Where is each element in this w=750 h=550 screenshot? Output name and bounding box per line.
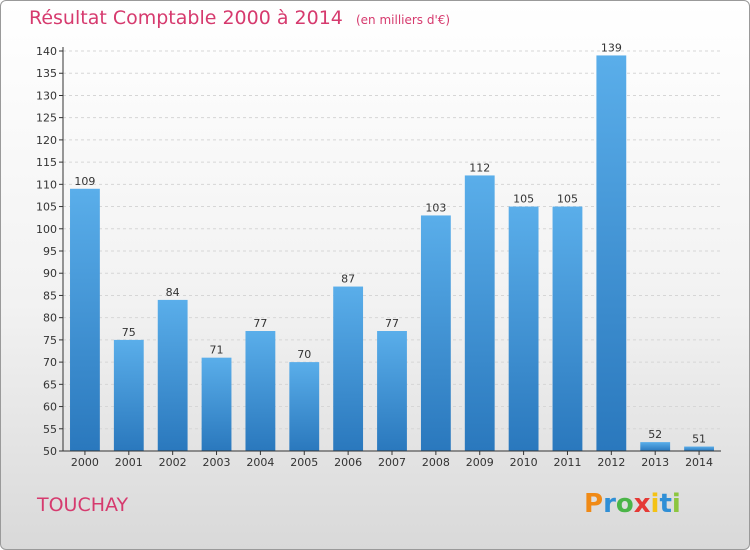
bar bbox=[464, 175, 495, 451]
bar bbox=[70, 188, 100, 451]
bar-value-label: 109 bbox=[74, 175, 95, 188]
chart-subtitle: (en milliers d'€) bbox=[355, 13, 451, 27]
bar bbox=[640, 442, 671, 451]
y-tick-label: 60 bbox=[43, 401, 57, 414]
bar bbox=[245, 331, 276, 451]
bar bbox=[420, 215, 451, 451]
x-tick-label: 2009 bbox=[466, 456, 494, 469]
y-tick-label: 120 bbox=[36, 134, 57, 147]
y-tick-label: 110 bbox=[36, 178, 57, 191]
proxiti-logo: Proxiti bbox=[584, 489, 681, 519]
x-tick-label: 2000 bbox=[71, 456, 99, 469]
x-tick-label: 2001 bbox=[115, 456, 143, 469]
bar bbox=[113, 339, 144, 451]
y-tick-label: 135 bbox=[36, 67, 57, 80]
x-tick-label: 2007 bbox=[378, 456, 406, 469]
x-tick-label: 2012 bbox=[597, 456, 625, 469]
y-tick-label: 55 bbox=[43, 423, 57, 436]
y-tick-label: 85 bbox=[43, 289, 57, 302]
x-tick-label: 2003 bbox=[203, 456, 231, 469]
bar-value-label: 112 bbox=[469, 161, 490, 174]
y-tick-label: 65 bbox=[43, 378, 57, 391]
x-tick-label: 2010 bbox=[510, 456, 538, 469]
x-tick-label: 2008 bbox=[422, 456, 450, 469]
bar-value-label: 105 bbox=[513, 193, 534, 206]
bar bbox=[684, 446, 714, 451]
bar-value-label: 84 bbox=[166, 286, 180, 299]
bar bbox=[333, 286, 364, 451]
bar-value-label: 51 bbox=[692, 433, 706, 446]
bar-value-label: 70 bbox=[297, 348, 311, 361]
title-block: Résultat Comptable 2000 à 2014 (en milli… bbox=[29, 7, 450, 29]
y-tick-label: 70 bbox=[43, 356, 57, 369]
y-tick-label: 95 bbox=[43, 245, 57, 258]
y-tick-label: 125 bbox=[36, 112, 57, 125]
x-tick-label: 2006 bbox=[334, 456, 362, 469]
bar bbox=[596, 55, 627, 451]
y-tick-label: 100 bbox=[36, 223, 57, 236]
bar bbox=[552, 206, 583, 451]
y-tick-label: 105 bbox=[36, 201, 57, 214]
bar bbox=[508, 206, 539, 451]
chart-title: Résultat Comptable 2000 à 2014 bbox=[29, 7, 343, 29]
bar-value-label: 71 bbox=[210, 344, 224, 357]
x-tick-label: 2004 bbox=[246, 456, 274, 469]
y-tick-label: 140 bbox=[36, 45, 57, 58]
bar-value-label: 105 bbox=[557, 193, 578, 206]
x-tick-label: 2005 bbox=[290, 456, 318, 469]
bar-value-label: 77 bbox=[253, 317, 267, 330]
bar-value-label: 75 bbox=[122, 326, 136, 339]
y-tick-label: 115 bbox=[36, 156, 57, 169]
y-tick-label: 75 bbox=[43, 334, 57, 347]
y-tick-label: 90 bbox=[43, 267, 57, 280]
y-tick-label: 130 bbox=[36, 89, 57, 102]
x-tick-label: 2002 bbox=[159, 456, 187, 469]
bar bbox=[289, 362, 320, 451]
bar-value-label: 139 bbox=[601, 41, 622, 54]
bar bbox=[201, 357, 232, 451]
commune-name: TOUCHAY bbox=[37, 494, 129, 516]
x-tick-label: 2011 bbox=[553, 456, 581, 469]
x-tick-label: 2014 bbox=[685, 456, 713, 469]
y-tick-label: 50 bbox=[43, 445, 57, 458]
bar-value-label: 52 bbox=[648, 428, 662, 441]
bar-value-label: 87 bbox=[341, 273, 355, 286]
bar-value-label: 103 bbox=[425, 201, 446, 214]
bar-value-label: 77 bbox=[385, 317, 399, 330]
y-tick-label: 80 bbox=[43, 312, 57, 325]
bar bbox=[377, 331, 407, 451]
x-tick-label: 2013 bbox=[641, 456, 669, 469]
bar bbox=[157, 299, 188, 451]
